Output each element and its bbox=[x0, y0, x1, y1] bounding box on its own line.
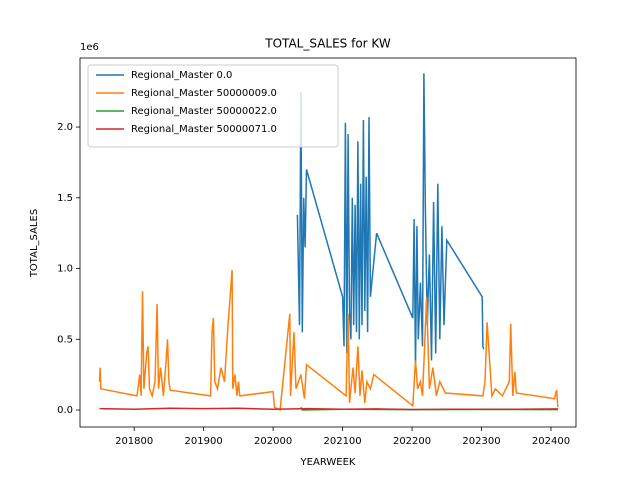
series-line bbox=[99, 407, 558, 411]
y-tick-label: 0.5 bbox=[57, 334, 73, 345]
x-tick-label: 202400 bbox=[532, 436, 570, 447]
y-tick-label: 1.0 bbox=[57, 264, 73, 275]
chart-title: TOTAL_SALES for KW bbox=[264, 37, 391, 51]
legend-label: Regional_Master 50000022.0 bbox=[131, 106, 277, 117]
legend-label: Regional_Master 50000009.0 bbox=[131, 88, 277, 99]
x-axis-label: YEARWEEK bbox=[300, 457, 356, 468]
legend-label: Regional_Master 0.0 bbox=[131, 70, 232, 81]
x-tick-label: 202000 bbox=[254, 436, 292, 447]
x-tick-label: 202100 bbox=[323, 436, 361, 447]
y-axis-label: TOTAL_SALES bbox=[29, 209, 40, 278]
x-tick-label: 201800 bbox=[115, 436, 153, 447]
legend-box bbox=[87, 64, 339, 148]
x-tick-label: 201900 bbox=[185, 436, 223, 447]
y-tick-label: 1.5 bbox=[57, 193, 73, 204]
x-tick-label: 202300 bbox=[462, 436, 500, 447]
y-tick-label: 0.0 bbox=[57, 405, 73, 416]
series-line bbox=[296, 73, 485, 368]
x-tick-label: 202200 bbox=[393, 436, 431, 447]
y-offset-label: 1e6 bbox=[80, 42, 99, 53]
plot-frame bbox=[79, 57, 577, 428]
series-line bbox=[98, 269, 559, 412]
legend-label: Regional_Master 50000071.0 bbox=[131, 124, 277, 135]
y-tick-label: 2.0 bbox=[57, 122, 73, 133]
